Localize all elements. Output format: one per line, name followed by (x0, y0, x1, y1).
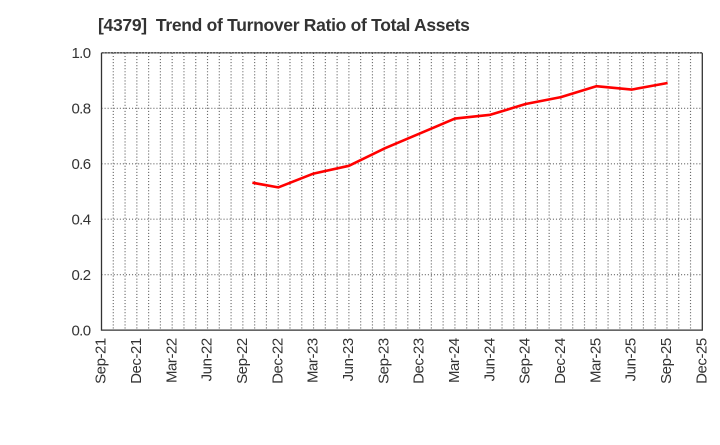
svg-text:Mar-22: Mar-22 (163, 338, 180, 383)
svg-text:Sep-25: Sep-25 (658, 338, 675, 384)
svg-text:Mar-25: Mar-25 (587, 338, 604, 383)
svg-text:1.0: 1.0 (71, 45, 90, 62)
svg-text:0.0: 0.0 (71, 322, 90, 339)
svg-text:Jun-22: Jun-22 (199, 338, 216, 381)
svg-text:0.6: 0.6 (71, 156, 90, 173)
svg-text:Dec-25: Dec-25 (693, 338, 710, 384)
svg-text:Dec-22: Dec-22 (269, 338, 286, 384)
svg-text:Sep-23: Sep-23 (375, 338, 392, 384)
svg-text:Mar-24: Mar-24 (446, 338, 463, 383)
svg-text:Sep-21: Sep-21 (93, 338, 110, 384)
svg-text:[4379] Trend of Turnover Rati: [4379] Trend of Turnover Ratio of Total … (98, 15, 470, 35)
svg-text:Dec-23: Dec-23 (411, 338, 428, 384)
svg-text:Dec-24: Dec-24 (552, 338, 569, 384)
svg-text:0.8: 0.8 (71, 101, 90, 118)
svg-text:Sep-24: Sep-24 (517, 338, 534, 384)
svg-text:0.2: 0.2 (71, 267, 90, 284)
svg-text:Jun-24: Jun-24 (481, 338, 498, 381)
svg-text:0.4: 0.4 (71, 211, 90, 228)
svg-text:Dec-21: Dec-21 (128, 338, 145, 384)
svg-text:Sep-22: Sep-22 (234, 338, 251, 384)
svg-text:Jun-23: Jun-23 (340, 338, 357, 381)
svg-text:Jun-25: Jun-25 (623, 338, 640, 381)
svg-text:Mar-23: Mar-23 (305, 338, 322, 383)
